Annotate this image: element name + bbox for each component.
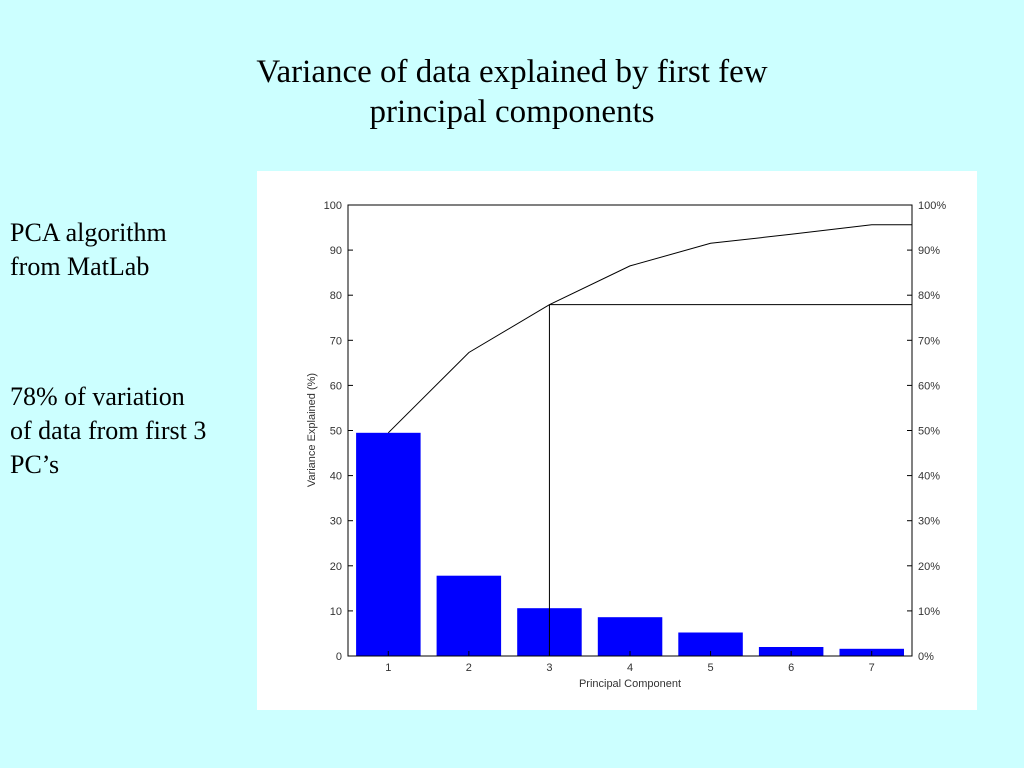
x-tick-label: 7 — [869, 662, 875, 674]
variation-note-line-2: of data from first 3 — [10, 416, 207, 445]
x-tick-label: 1 — [385, 662, 391, 674]
y-right-tick-label: 60% — [918, 380, 940, 392]
bars-group — [356, 432, 904, 656]
x-tick-label: 6 — [788, 662, 794, 674]
y-right-tick-label: 100% — [918, 200, 946, 212]
y-tick-label: 40 — [330, 471, 342, 483]
y-tick-label: 90 — [330, 245, 342, 257]
lines-group — [387, 224, 912, 656]
y-right-tick-label: 40% — [918, 471, 940, 483]
x-tick-label: 2 — [466, 662, 472, 674]
algorithm-note: PCA algorithm from MatLab — [10, 216, 167, 284]
y-right-tick-label: 30% — [918, 516, 940, 528]
bar-5 — [678, 632, 743, 656]
algorithm-note-line-2: from MatLab — [10, 252, 150, 281]
plot-frame — [347, 204, 913, 657]
variation-note-line-3: PC’s — [10, 450, 60, 479]
y-tick-label: 60 — [330, 380, 342, 392]
y-right-tick-label: 50% — [918, 426, 940, 438]
y-axis-label: Variance Explained (%) — [306, 373, 318, 487]
variation-note-line-1: 78% of variation — [10, 382, 185, 411]
x-axis-label: Principal Component — [579, 678, 681, 690]
variation-note: 78% of variation of data from first 3 PC… — [10, 380, 280, 482]
bar-1 — [356, 432, 421, 656]
y-right-tick-label: 90% — [918, 245, 940, 257]
ticks-group: 0 0% 10 10% 20 20% 30 30% 40 40% 50 50% 60 60% 70 70% 80… — [324, 200, 947, 674]
slide-title: Variance of data explained by first few … — [0, 52, 1024, 132]
y-tick-label: 30 — [330, 516, 342, 528]
bar-4 — [597, 617, 663, 656]
y-tick-label: 0 — [336, 651, 342, 663]
pareto-chart: 0 0% 10 10% 20 20% 30 30% 40 40% 50 50% 60 60% 70 70% 80… — [306, 200, 947, 690]
cumulative-line — [387, 224, 912, 434]
y-right-tick-label: 70% — [918, 335, 940, 347]
y-tick-label: 50 — [330, 426, 342, 438]
y-right-tick-label: 20% — [918, 561, 940, 573]
x-tick-label: 3 — [546, 662, 552, 674]
algorithm-note-line-1: PCA algorithm — [10, 218, 167, 247]
y-tick-label: 80 — [330, 290, 342, 302]
y-right-tick-label: 10% — [918, 606, 940, 618]
bar-2 — [436, 575, 502, 656]
title-line-1: Variance of data explained by first few — [256, 54, 768, 90]
y-right-tick-label: 0% — [918, 651, 934, 663]
y-tick-label: 10 — [330, 606, 342, 618]
title-line-2: principal components — [369, 94, 655, 130]
chart-panel: 0 0% 10 10% 20 20% 30 30% 40 40% 50 50% 60 60% 70 70% 80… — [257, 171, 977, 710]
y-tick-label: 20 — [330, 561, 342, 573]
y-tick-label: 100 — [324, 200, 342, 212]
x-tick-label: 5 — [708, 662, 714, 674]
x-tick-label: 4 — [627, 662, 633, 674]
y-tick-label: 70 — [330, 335, 342, 347]
y-right-tick-label: 80% — [918, 290, 940, 302]
